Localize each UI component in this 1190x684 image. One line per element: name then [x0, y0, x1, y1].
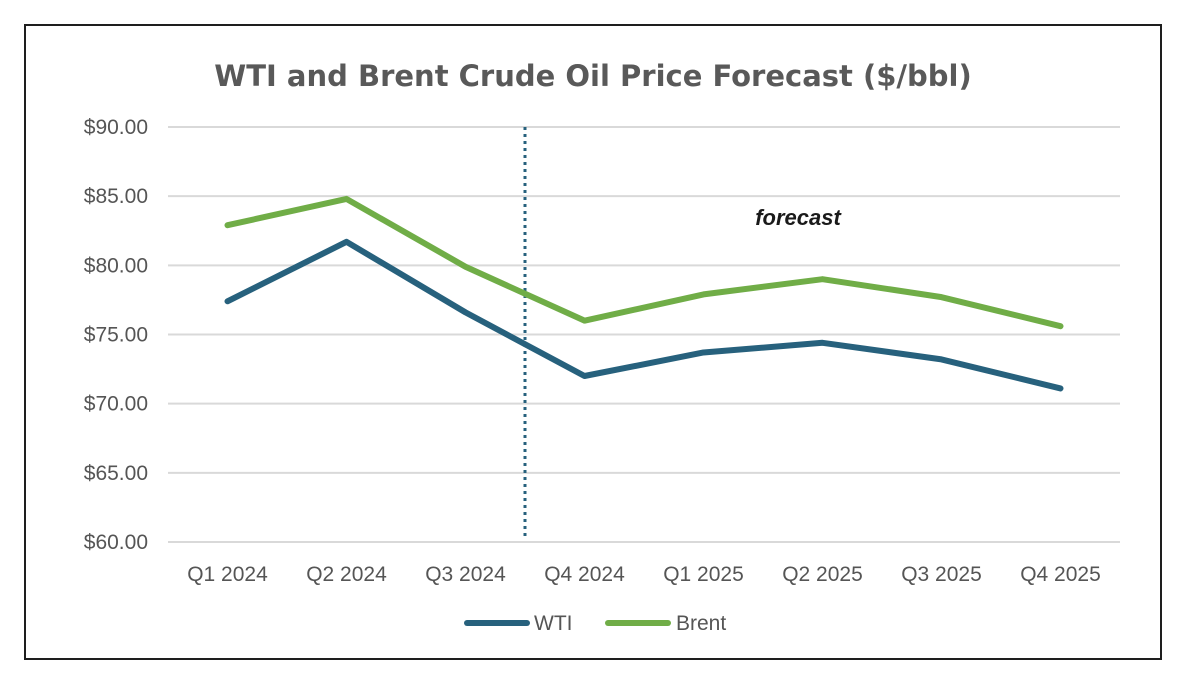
y-tick-label: $60.00 [84, 531, 148, 554]
x-tick-label: Q4 2024 [544, 563, 625, 586]
chart-frame [24, 24, 1162, 660]
chart-title: WTI and Brent Crude Oil Price Forecast (… [214, 59, 971, 93]
series-line-brent [224, 195, 1064, 330]
x-tick-label: Q1 2024 [187, 563, 268, 586]
x-axis: Q1 2024 Q2 2024 Q3 2024 Q4 2024 Q1 2025 Q2 20… [187, 563, 1101, 586]
legend-label: WTI [534, 612, 572, 635]
y-tick-label: $80.00 [84, 254, 148, 277]
series-line-wti [224, 238, 1064, 392]
y-tick-label: $90.00 [84, 116, 148, 139]
series-lines [224, 195, 1064, 392]
x-tick-label: Q3 2024 [425, 563, 506, 586]
x-tick-label: Q1 2025 [663, 563, 744, 586]
y-tick-label: $75.00 [84, 324, 148, 347]
legend-item-wti[interactable]: WTI [464, 612, 572, 635]
legend[interactable]: WTI Brent [464, 612, 726, 635]
x-tick-label: Q2 2024 [306, 563, 387, 586]
y-tick-label: $70.00 [84, 393, 148, 416]
legend-label: Brent [676, 612, 726, 635]
legend-item-brent[interactable]: Brent [605, 612, 726, 635]
x-tick-label: Q2 2025 [782, 563, 863, 586]
x-tick-label: Q4 2025 [1020, 563, 1101, 586]
y-tick-label: $85.00 [84, 185, 148, 208]
x-tick-label: Q3 2025 [901, 563, 982, 586]
gridlines [168, 126, 1120, 543]
y-tick-label: $65.00 [84, 462, 148, 485]
forecast-annotation: forecast [755, 205, 842, 230]
y-axis: $60.00 $65.00 $70.00 $75.00 $80.00 $85.00 $90.… [84, 116, 148, 554]
